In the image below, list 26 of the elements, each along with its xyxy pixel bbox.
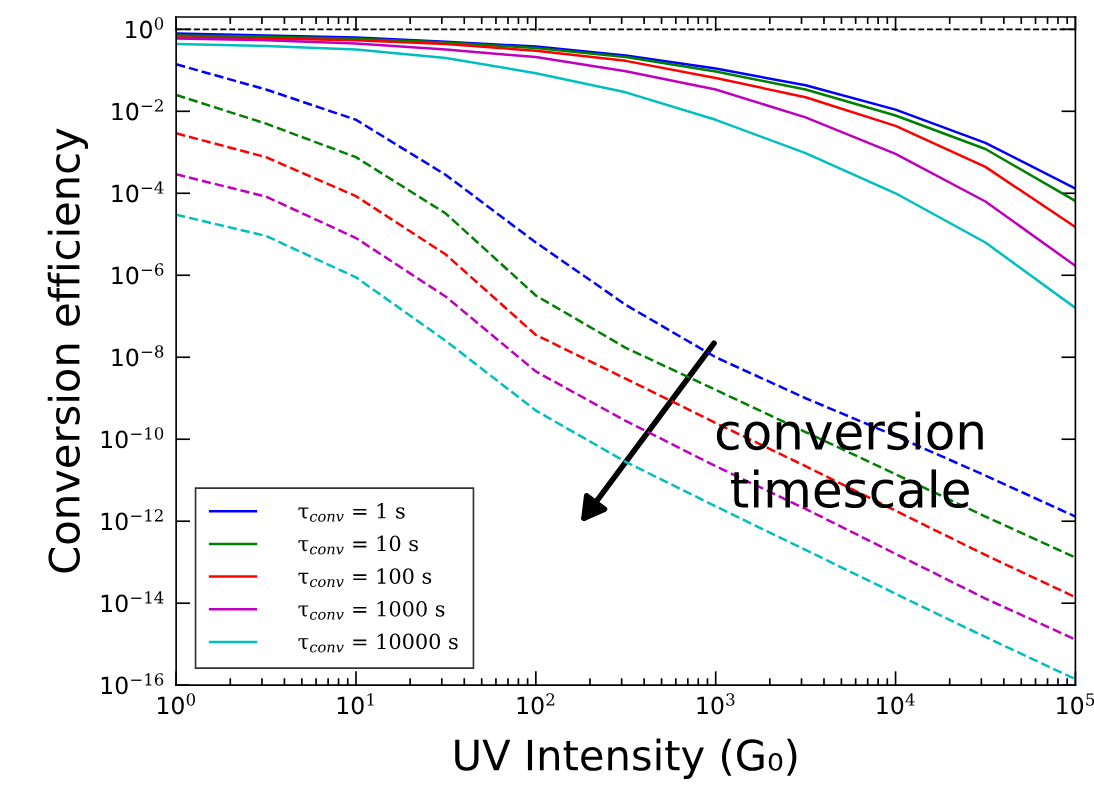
y-tick-label: 10$^{−14}$ <box>101 591 164 613</box>
line-series <box>176 213 1076 681</box>
y-tick-label: 10$^{0}$ <box>126 17 164 39</box>
y-tick-label: 10$^{−16}$ <box>101 673 164 695</box>
x-tick-label: 10$^{3}$ <box>697 693 735 715</box>
y-tick-label: 10$^{−12}$ <box>101 509 163 531</box>
y-tick-label: 10$^{−2}$ <box>112 99 163 121</box>
y-tick-label: 10$^{−6}$ <box>112 263 164 285</box>
legend-label: τ$_{conv}$ = 10000 s <box>298 633 458 653</box>
line-series <box>176 132 1076 599</box>
x-tick-label: 10$^{5}$ <box>1057 693 1094 715</box>
y-tick-label: 10$^{−8}$ <box>112 345 164 367</box>
y-tick-label: 10$^{−10}$ <box>101 427 164 449</box>
legend-label: τ$_{conv}$ = 10 s <box>298 535 418 555</box>
line-series <box>176 37 1076 268</box>
legend-label: τ$_{conv}$ = 1000 s <box>298 600 445 620</box>
x-axis-title: UV Intensity (G₀) <box>455 738 797 779</box>
line-series <box>176 42 1076 310</box>
y-axis-title: Conversion efficiency <box>47 128 89 573</box>
x-tick-label: 10$^{4}$ <box>877 693 915 715</box>
x-tick-label: 10$^{2}$ <box>517 693 555 715</box>
y-tick-label: 10$^{−4}$ <box>112 181 164 203</box>
legend-label: τ$_{conv}$ = 100 s <box>298 568 432 588</box>
x-tick-label: 10$^{0}$ <box>157 693 196 715</box>
legend-label: τ$_{conv}$ = 1 s <box>298 502 405 522</box>
x-tick-label: 10$^{1}$ <box>337 693 374 715</box>
